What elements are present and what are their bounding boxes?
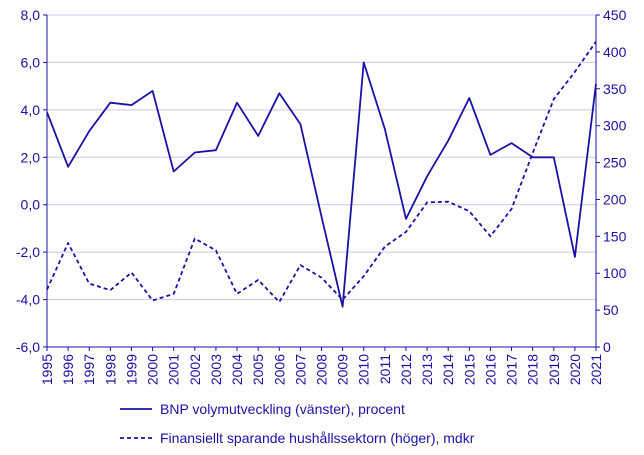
x-tick-label: 2000 (145, 354, 161, 385)
right-tick-label: 400 (603, 44, 627, 60)
legend: BNP volymutveckling (vänster), procent F… (120, 401, 475, 446)
x-tick-label: 2020 (567, 354, 583, 385)
series-layer (46, 41, 597, 308)
x-tick-label: 2014 (440, 354, 456, 385)
x-tick-label: 2001 (166, 354, 182, 385)
x-tick-label: 2002 (187, 354, 203, 385)
left-tick-label: -4,0 (16, 292, 40, 308)
legend-label-savings: Finansiellt sparande hushållssektorn (hö… (160, 430, 475, 446)
x-tick-label: 2006 (271, 354, 287, 385)
x-tick-label: 2015 (461, 354, 477, 385)
x-tick-label: 1996 (60, 354, 76, 385)
x-tick-label: 2007 (292, 354, 308, 385)
x-tick-label: 2012 (398, 354, 414, 385)
x-tick-label: 2010 (356, 354, 372, 385)
x-tick-label: 2004 (229, 354, 245, 385)
gridlines (47, 14, 596, 348)
right-tick-label: 150 (603, 228, 627, 244)
x-tick-label: 2016 (482, 354, 498, 385)
right-tick-label: 200 (603, 191, 627, 207)
x-tick-label: 2019 (546, 354, 562, 385)
axes (46, 15, 597, 348)
right-axis-ticks: 0 50 100 150 200 250 300 350 400 450 (596, 7, 627, 355)
x-tick-label: 1995 (39, 354, 55, 385)
x-tick-label: 2011 (377, 354, 393, 384)
right-tick-label: 300 (603, 118, 627, 134)
x-tick-label: 2017 (504, 354, 520, 385)
series-line-savings (46, 41, 597, 303)
x-tick-label: 1997 (81, 354, 97, 385)
x-tick-label: 2018 (525, 354, 541, 385)
right-tick-label: 450 (603, 7, 627, 23)
left-tick-label: 8,0 (21, 7, 41, 23)
left-tick-label: 4,0 (21, 102, 41, 118)
x-tick-label: 2021 (588, 354, 604, 385)
x-axis-ticks: 1995 1996 1997 1998 1999 2000 2001 2002 2003 2004… (39, 347, 604, 385)
x-tick-label: 2005 (250, 354, 266, 385)
right-tick-label: 0 (603, 339, 611, 355)
x-tick-label: 1999 (123, 354, 139, 385)
x-tick-label: 2003 (208, 354, 224, 385)
x-tick-label: 2013 (419, 354, 435, 385)
left-axis-ticks: -6,0 -4,0 -2,0 0,0 2,0 4,0 6,0 8,0 (16, 7, 47, 355)
x-tick-label: 1998 (102, 354, 118, 385)
legend-label-gdp: BNP volymutveckling (vänster), procent (160, 401, 405, 417)
x-tick-label: 2008 (314, 354, 330, 385)
left-tick-label: 0,0 (21, 197, 41, 213)
left-tick-label: 6,0 (21, 54, 41, 70)
left-tick-label: 2,0 (21, 149, 41, 165)
series-line-gdp (46, 61, 597, 308)
right-tick-label: 350 (603, 81, 627, 97)
right-tick-label: 50 (603, 302, 619, 318)
left-tick-label: -2,0 (16, 244, 40, 260)
x-tick-label: 2009 (335, 354, 351, 385)
left-tick-label: -6,0 (16, 339, 40, 355)
right-tick-label: 100 (603, 265, 627, 281)
right-tick-label: 250 (603, 155, 627, 171)
